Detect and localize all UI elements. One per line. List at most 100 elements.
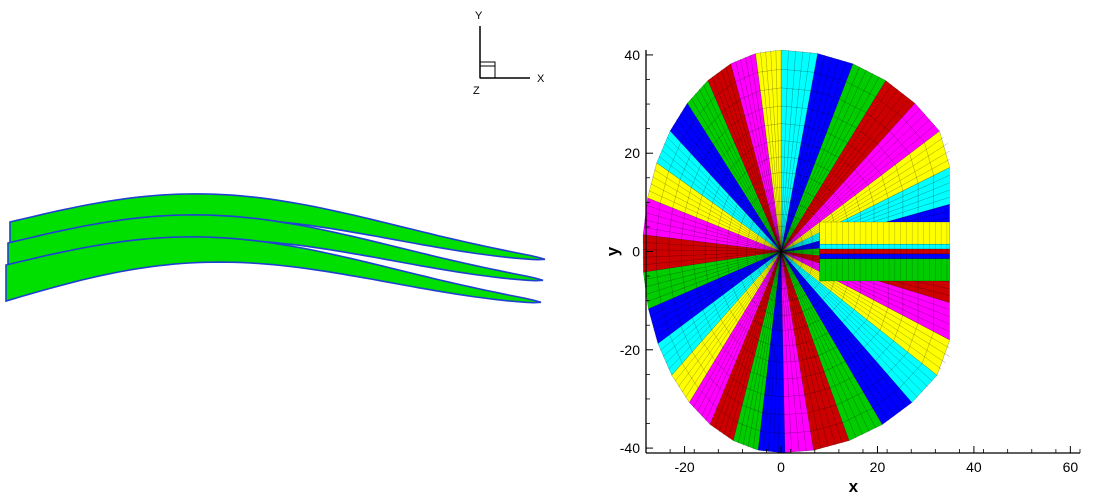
mesh-circumferential-line (669, 268, 674, 299)
mesh-circumferential-line (872, 387, 900, 409)
mesh-circumferential-line (795, 173, 810, 179)
mesh-radial-line (691, 98, 782, 252)
mesh-radial-line (780, 51, 804, 252)
mesh-radial-line (780, 50, 796, 252)
mesh-radial-line (780, 56, 833, 252)
mesh-circumferential-line (755, 255, 757, 263)
mesh-circumferential-line (793, 283, 800, 287)
mesh-radial-line (780, 251, 822, 449)
mesh-radial-line (644, 251, 782, 288)
mesh-circumferential-line (781, 172, 796, 174)
mesh-circumferential-line (810, 422, 843, 432)
mesh-radial-line (780, 88, 899, 252)
mesh-circumferential-line (732, 204, 738, 217)
mesh-radial-line (780, 113, 926, 252)
mesh-circumferential-line (789, 227, 795, 231)
mesh-circumferential-line (746, 256, 749, 266)
mesh-circumferential-line (792, 242, 794, 246)
mesh-circumferential-line (767, 216, 772, 221)
mesh-radial-line (757, 251, 782, 451)
mesh-radial-line (725, 66, 782, 252)
mesh-circumferential-line (738, 269, 742, 281)
mesh-circumferential-line (836, 334, 854, 347)
mesh-circumferential-line (710, 157, 722, 176)
mesh-radial-line (780, 150, 950, 252)
wake-strip-2 (819, 243, 950, 250)
mesh-circumferential-line (839, 98, 867, 113)
mesh-radial-line (780, 251, 950, 341)
mesh-radial-line (676, 119, 782, 252)
mesh-circumferential-line (723, 391, 743, 406)
mesh-circumferential-line (842, 407, 873, 423)
mesh-block-16 (780, 53, 854, 252)
mesh-radial-line (747, 251, 782, 448)
mesh-circumferential-line (689, 402, 711, 425)
mesh-circumferential-line (757, 229, 761, 236)
mesh-circumferential-line (875, 340, 894, 361)
mesh-circumferential-line (721, 142, 735, 158)
mesh-circumferential-line (854, 292, 861, 310)
mesh-block-fill (758, 251, 785, 453)
mesh-circumferential-line (802, 306, 814, 312)
mesh-circumferential-line (789, 272, 794, 276)
mesh-circumferential-line (798, 355, 819, 362)
mesh-block-fill (781, 251, 912, 425)
x-tick-label: -20 (674, 459, 694, 475)
mesh-circumferential-line (774, 226, 778, 229)
mesh-circumferential-line (716, 261, 719, 279)
triad-y-label: Y (475, 10, 483, 22)
mesh-circumferential-line (783, 265, 786, 267)
mesh-circumferential-line (682, 363, 699, 389)
mesh-radial-line (654, 169, 782, 252)
mesh-radial-line (780, 182, 950, 252)
mesh-circumferential-line (777, 265, 780, 267)
mesh-circumferential-line (660, 303, 670, 335)
y-tick-label: -20 (620, 342, 640, 358)
mesh-circumferential-line (701, 174, 711, 196)
mesh-radial-line (775, 50, 782, 252)
mesh-circumferential-line (813, 440, 850, 451)
mesh-circumferential-line (769, 270, 773, 274)
x-tick-label: 20 (870, 459, 886, 475)
mesh-circumferential-line (701, 340, 715, 361)
mesh-circumferential-line (875, 96, 903, 118)
x-tick-label: 40 (966, 459, 982, 475)
mesh-radial-line (780, 251, 889, 421)
mesh-block-fill (733, 251, 782, 451)
mesh-radial-line (697, 251, 782, 413)
mesh-radial-line (643, 227, 782, 252)
mesh-radial-line (780, 251, 950, 357)
mesh-circumferential-line (832, 299, 843, 311)
mesh-circumferential-line (764, 123, 782, 126)
mesh-circumferential-line (845, 81, 876, 97)
mesh-circumferential-line (707, 283, 714, 303)
mesh-circumferential-line (687, 80, 708, 104)
mesh-radial-line (643, 234, 782, 252)
mesh-radial-line (742, 251, 782, 446)
mesh-circumferential-line (853, 319, 868, 335)
mesh-circumferential-line (821, 184, 834, 194)
mesh-radial-line (780, 61, 847, 252)
mesh-circumferential-line (866, 300, 875, 320)
mesh-radial-line (780, 251, 857, 438)
mesh-circumferential-line (793, 270, 798, 274)
mesh-block-fill (781, 80, 915, 252)
mesh-circumferential-line (775, 300, 783, 302)
mesh-circumferential-line (768, 360, 784, 363)
mesh-circumferential-line (774, 274, 779, 277)
mesh-circumferential-line (771, 255, 773, 259)
mesh-circumferential-line (899, 363, 923, 389)
mesh-circumferential-line (691, 164, 702, 188)
mesh-circumferential-line (685, 292, 693, 319)
mesh-circumferential-line (805, 224, 811, 230)
mesh-circumferential-line (668, 142, 681, 172)
mesh-radial-line (780, 251, 863, 436)
mesh-circumferential-line (774, 262, 777, 265)
mesh-radial-line (780, 251, 913, 403)
mesh-radial-line (780, 143, 948, 252)
mesh-block-34 (757, 251, 786, 453)
mesh-circumferential-line (810, 90, 840, 100)
mesh-circumferential-line (668, 207, 673, 238)
mesh-circumferential-line (820, 147, 839, 158)
mesh-radial-line (780, 251, 829, 448)
